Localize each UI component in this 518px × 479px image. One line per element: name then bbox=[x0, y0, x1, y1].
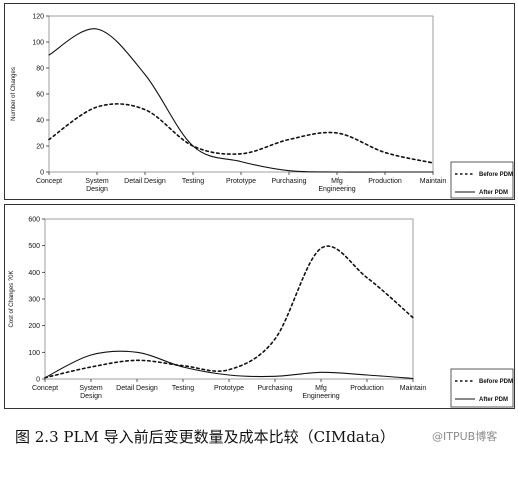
y-axis-title: Number of Changes bbox=[11, 67, 17, 121]
legend-label: Before PDM bbox=[479, 172, 513, 178]
y-tick-label: 0 bbox=[36, 377, 40, 384]
y-tick-label: 80 bbox=[36, 66, 44, 73]
y-tick-label: 600 bbox=[28, 217, 40, 224]
y-tick-label: 20 bbox=[36, 144, 44, 151]
x-tick-label: Maintain bbox=[400, 385, 427, 392]
x-tick-label: Detail Design bbox=[124, 178, 166, 185]
x-tick-label: Prototype bbox=[214, 385, 244, 392]
y-tick-label: 40 bbox=[36, 118, 44, 125]
legend-label: After PDM bbox=[479, 190, 508, 196]
number-of-changes-chart: 0 20 40 60 80 100 120 Concept System Design Detail… bbox=[4, 3, 515, 200]
legend: Before PDM After PDM bbox=[450, 161, 514, 199]
y-tick-label: 500 bbox=[28, 243, 40, 250]
x-tick-label: System Design bbox=[85, 178, 109, 193]
cost-of-changes-plot: 0 100 200 300 400 500 600 Concept System Design De… bbox=[9, 217, 514, 408]
x-tick-label: Concept bbox=[32, 385, 58, 392]
x-tick-label: Prototype bbox=[226, 178, 256, 185]
y-axis-title: Cost of Changes ?0K bbox=[9, 270, 15, 327]
number-of-changes-plot: 0 20 40 60 80 100 120 Concept System Design Detail… bbox=[11, 14, 514, 199]
y-tick-label: 120 bbox=[32, 14, 44, 21]
y-tick-label: 100 bbox=[28, 350, 40, 357]
x-tick-label: Mfg Engineering bbox=[318, 178, 355, 193]
x-tick-label: Purchasing bbox=[271, 178, 306, 185]
x-tick-label: Testing bbox=[182, 178, 204, 185]
watermark: @ITPUB博客 bbox=[432, 430, 498, 443]
x-tick-label: Maintain bbox=[420, 178, 447, 185]
y-tick-label: 400 bbox=[28, 270, 40, 277]
cost-of-changes-chart: 0 100 200 300 400 500 600 Concept System Design De… bbox=[4, 204, 515, 409]
legend-label: Before PDM bbox=[479, 379, 513, 385]
y-tick-label: 300 bbox=[28, 297, 40, 304]
x-tick-label: Production bbox=[368, 178, 402, 185]
legend: Before PDM After PDM bbox=[450, 368, 514, 408]
series-line-after-pdm bbox=[44, 350, 414, 380]
x-tick-label: Mfg Engineering bbox=[302, 385, 339, 400]
series-line-before-pdm bbox=[44, 245, 414, 379]
x-tick-label: Production bbox=[350, 385, 384, 392]
y-tick-label: 100 bbox=[32, 40, 44, 47]
series-line-after-pdm bbox=[48, 28, 434, 173]
legend-label: After PDM bbox=[479, 397, 508, 403]
x-tick-label: Concept bbox=[36, 178, 62, 185]
plot-frame bbox=[44, 218, 414, 380]
x-tick-label: Detail Design bbox=[116, 385, 158, 392]
x-tick-label: Testing bbox=[172, 385, 194, 392]
caption-text: 图 2.3 PLM 导入前后变更数量及成本比较（CIMdata） bbox=[15, 428, 395, 446]
x-tick-label: System Design bbox=[79, 385, 103, 400]
x-tick-label: Purchasing bbox=[257, 385, 292, 392]
series-line-before-pdm bbox=[48, 103, 434, 164]
y-tick-label: 0 bbox=[40, 170, 44, 177]
y-tick-label: 200 bbox=[28, 323, 40, 330]
y-tick-label: 60 bbox=[36, 92, 44, 99]
